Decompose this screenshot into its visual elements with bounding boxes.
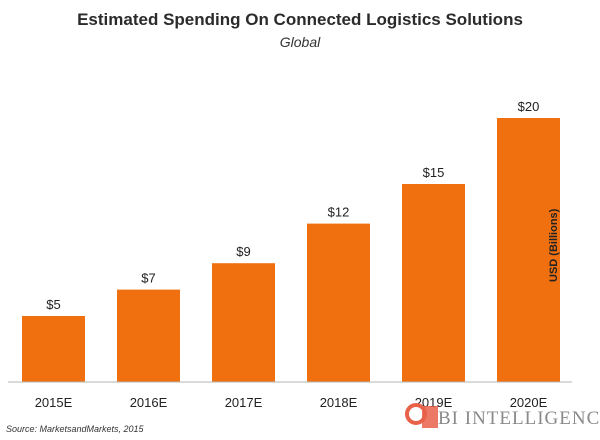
bar-2018E <box>307 223 370 382</box>
chart-subtitle: Global <box>279 34 321 50</box>
bar-2020E <box>497 118 560 382</box>
bars-group: $5 $7 $9 $12 $15 $20 <box>22 99 560 382</box>
source-note: Source: MarketsandMarkets, 2015 <box>6 424 144 434</box>
x-ticks-group: 2015E 2016E 2017E 2018E 2019E 2020E <box>35 395 548 410</box>
value-label-2017E: $9 <box>236 244 250 259</box>
bi-intelligence-logo: BI INTELLIGENCE <box>402 402 600 436</box>
value-label-2020E: $20 <box>518 99 540 114</box>
y-axis-label: USD (Billions) <box>548 208 560 282</box>
x-tick-2018E: 2018E <box>320 395 358 410</box>
x-tick-2020E: 2020E <box>510 395 548 410</box>
bar-2019E <box>402 184 465 382</box>
x-tick-2017E: 2017E <box>225 395 263 410</box>
value-label-2016E: $7 <box>141 271 155 286</box>
value-label-2019E: $15 <box>423 165 445 180</box>
bi-logo-mark-icon <box>405 403 438 428</box>
x-tick-2016E: 2016E <box>130 395 168 410</box>
chart-title: Estimated Spending On Connected Logistic… <box>77 10 523 29</box>
x-tick-2015E: 2015E <box>35 395 73 410</box>
logo-text: BI INTELLIGENCE <box>438 408 600 429</box>
bar-2016E <box>117 289 180 382</box>
value-label-2015E: $5 <box>46 297 60 312</box>
bar-2017E <box>212 263 275 382</box>
bar-2015E <box>22 316 85 382</box>
value-label-2018E: $12 <box>328 205 350 220</box>
